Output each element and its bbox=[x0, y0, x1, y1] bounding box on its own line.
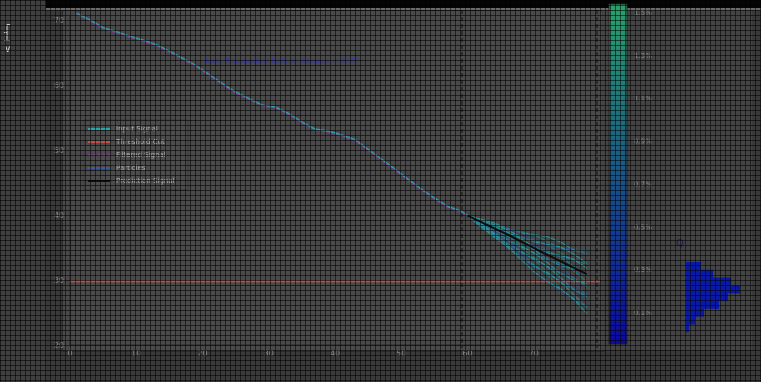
histogram-bar bbox=[686, 301, 719, 309]
legend: Input Signal Threshold Cut Filtered Sign… bbox=[84, 120, 188, 190]
legend-label-particles: Particles bbox=[116, 164, 146, 172]
particle-trajectory bbox=[468, 216, 587, 264]
histogram-bar bbox=[686, 285, 740, 293]
histogram-bar bbox=[686, 309, 704, 317]
probability-histogram bbox=[686, 262, 740, 332]
colorbar-tick-label: 1.5% bbox=[634, 9, 652, 17]
colorbar-tick-label: 1.1% bbox=[634, 95, 652, 103]
legend-label-prediction: Prediction Signal bbox=[116, 177, 175, 185]
x-tick-label: 10 bbox=[131, 349, 141, 358]
y-tick-label: 70 bbox=[54, 16, 64, 25]
x-tick-label: 70 bbox=[529, 349, 539, 358]
x-tick-label: 60 bbox=[462, 349, 472, 358]
y-tick-label: 20 bbox=[54, 341, 64, 350]
colorbar bbox=[609, 4, 627, 344]
colorbar-tick-label: 1.3% bbox=[634, 52, 652, 60]
y-tick-label: 40 bbox=[54, 211, 64, 220]
y-tick-label: 30 bbox=[54, 276, 64, 285]
histogram-bar bbox=[686, 293, 728, 301]
colorbar-tick-label: 0.7% bbox=[634, 180, 652, 188]
histogram-bar bbox=[686, 262, 701, 270]
loss-probability-annotation: Loss Probability Before Horizon = 0.77 bbox=[205, 57, 358, 65]
legend-label-threshold: Threshold Cut bbox=[115, 138, 165, 146]
legend-label-filtered: Filtered Signal bbox=[116, 151, 166, 159]
histogram-bar bbox=[686, 270, 713, 278]
histogram-bar bbox=[686, 278, 731, 286]
x-tick-label: 0 bbox=[67, 349, 72, 358]
histogram-marker: Q bbox=[676, 238, 684, 249]
colorbar-tick-label: 0.9% bbox=[634, 138, 652, 146]
legend-label-input: Input Signal bbox=[116, 125, 158, 133]
histogram-bar bbox=[686, 324, 689, 332]
colorbar-tick-label: 0.5% bbox=[634, 223, 652, 231]
histogram-bar bbox=[686, 316, 695, 324]
x-tick-label: 20 bbox=[197, 349, 207, 358]
x-tick-label: 30 bbox=[264, 349, 274, 358]
x-tick-label: 50 bbox=[396, 349, 406, 358]
y-tick-label: 60 bbox=[54, 81, 64, 90]
y-tick-label: 50 bbox=[54, 146, 64, 155]
colorbar-labels: 1.5% 1.3% 1.1% 0.9% 0.7% 0.5% 0.3% 0.1% bbox=[634, 9, 652, 317]
colorbar-tick-label: 0.3% bbox=[634, 266, 652, 274]
x-tick-label: 40 bbox=[330, 349, 340, 358]
colorbar-tick-label: 0.1% bbox=[634, 309, 652, 317]
